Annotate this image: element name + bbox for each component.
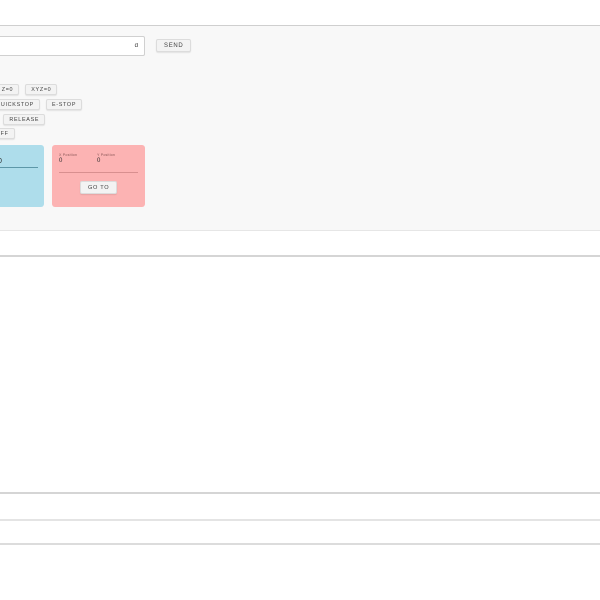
stop-button-row: QUICKSTOP E-STOP <box>0 99 83 110</box>
jog-step-field <box>0 150 38 168</box>
jog-step-input[interactable] <box>0 157 38 168</box>
gcode-section-divider <box>0 255 600 257</box>
accordion-divider-3 <box>0 543 600 545</box>
goto-position-card: X Position 0 Y Position 0 GO TO <box>52 145 145 207</box>
command-input[interactable] <box>0 36 145 56</box>
gripper-button-row: -UP RELEASE <box>0 114 46 125</box>
go-to-button[interactable]: GO TO <box>80 181 118 194</box>
zero-button-row: 0 Z=0 XYZ=0 <box>0 84 58 95</box>
x-position-field[interactable]: X Position 0 <box>59 153 95 164</box>
bottom-filler <box>0 545 600 600</box>
top-divider <box>0 25 600 26</box>
jog-control-card: +Z -Z <box>0 145 44 207</box>
zero-z-button[interactable]: Z=0 <box>0 84 20 95</box>
y-position-label: Y Position <box>97 153 116 157</box>
goto-field-underline <box>59 172 138 173</box>
accordion-panel-1[interactable] <box>0 494 600 519</box>
zero-xyz-button[interactable]: XYZ=0 <box>25 84 58 95</box>
console-bottom-divider <box>0 230 600 231</box>
top-white-strip <box>0 0 600 25</box>
y-position-value: 0 <box>97 158 101 164</box>
send-button[interactable]: SEND <box>156 39 192 52</box>
gcode-panel: ck) ▾ SCARA ERTED GCODE REGEN SCARA GCOD… <box>0 257 600 600</box>
x-position-value: 0 <box>59 158 63 164</box>
release-button[interactable]: RELEASE <box>3 114 46 125</box>
accordion-divider-1 <box>0 492 600 494</box>
x-position-label: X Position <box>59 153 78 157</box>
y-position-field[interactable]: Y Position 0 <box>97 153 133 164</box>
command-send-row: SEND <box>0 36 192 56</box>
accordion-divider-2 <box>0 519 600 521</box>
chuck-off-button[interactable]: UCK OFF <box>0 128 15 139</box>
chuck-button-row: UCK OFF <box>0 128 15 139</box>
console-panel: SEND 0 Z=0 XYZ=0 QUICKSTOP E-STOP -UP RE… <box>0 26 600 230</box>
accordion-panel-2[interactable] <box>0 521 600 543</box>
quickstop-button[interactable]: QUICKSTOP <box>0 99 40 110</box>
estop-button[interactable]: E-STOP <box>45 99 83 110</box>
